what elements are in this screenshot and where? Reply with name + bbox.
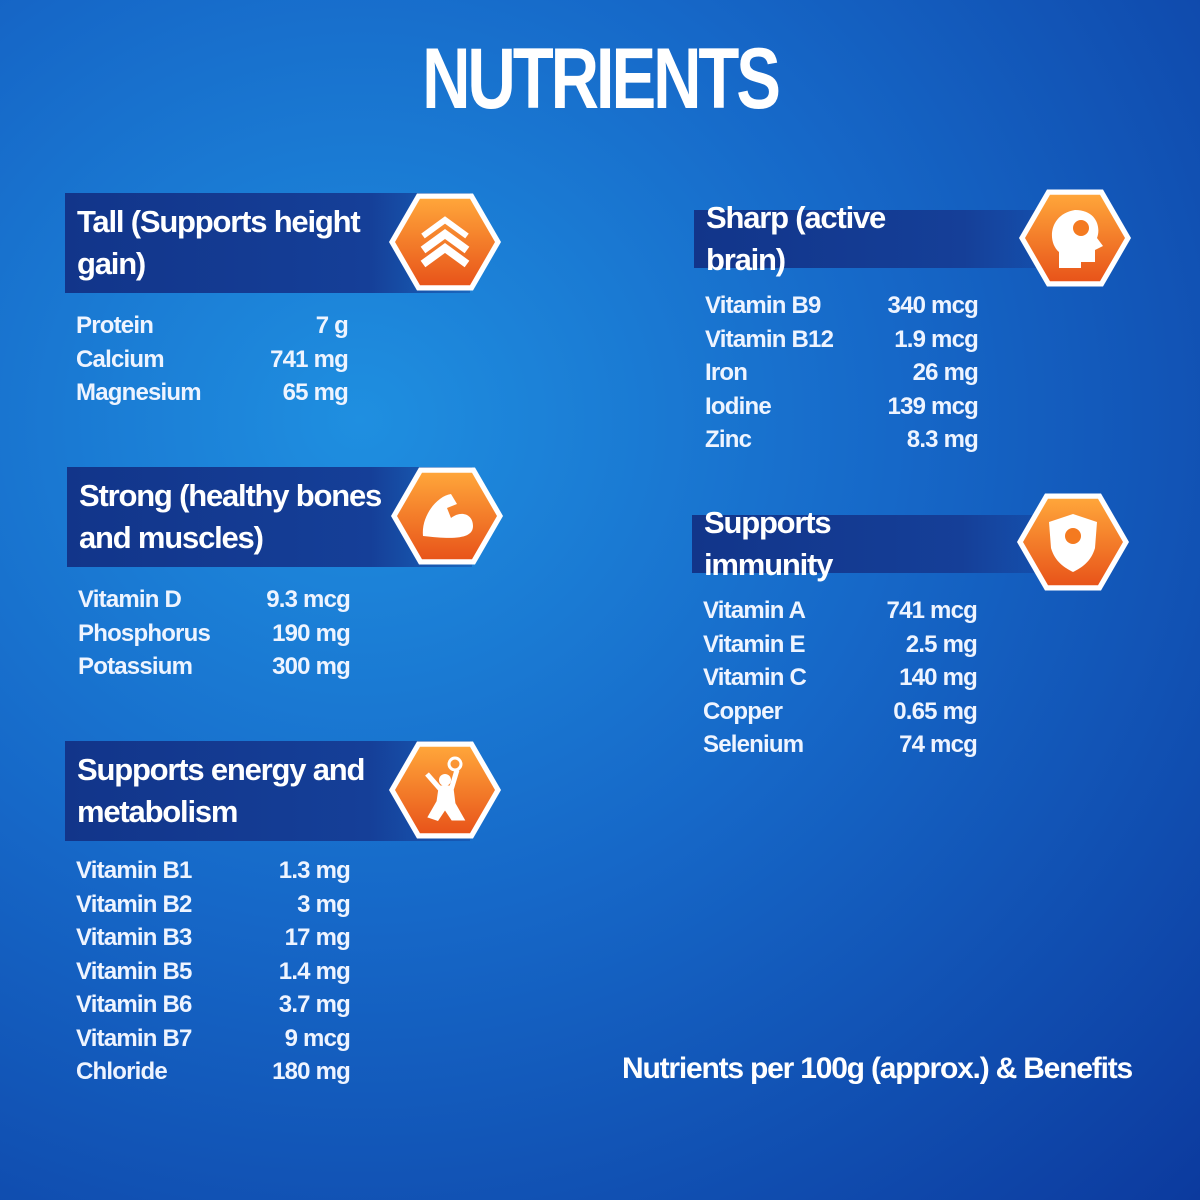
nutrient-row: Selenium 74 mcg bbox=[703, 731, 978, 759]
nutrient-name: Vitamin E bbox=[703, 630, 806, 658]
nutrient-name: Vitamin B3 bbox=[76, 924, 192, 951]
nutrient-row: Zinc 8.3 mg bbox=[705, 426, 979, 454]
hexagon-icon bbox=[1019, 189, 1131, 287]
nutrient-row: Vitamin B12 1.9 mcg bbox=[705, 325, 979, 354]
nutrient-row: Iodine 139 mcg bbox=[705, 392, 979, 421]
nutrient-name: Vitamin B9 bbox=[705, 292, 821, 319]
nutrient-name: Iron bbox=[705, 359, 748, 386]
nutrient-amount: 0.65 mg bbox=[893, 697, 978, 725]
nutrient-row: Vitamin D 9.3 mcg bbox=[78, 586, 351, 614]
nutrient-name: Iodine bbox=[705, 392, 772, 420]
nutrient-amount: 1.9 mcg bbox=[894, 325, 979, 353]
nutrient-row: Vitamin B2 3 mg bbox=[76, 890, 351, 919]
nutrient-name: Magnesium bbox=[76, 379, 202, 406]
nutrient-name: Vitamin D bbox=[78, 586, 182, 613]
nutrient-row: Magnesium 65 mg bbox=[76, 379, 349, 407]
nutrient-name: Phosphorus bbox=[78, 619, 211, 647]
nutrient-name: Chloride bbox=[76, 1058, 168, 1085]
nutrient-row: Vitamin B5 1.4 mg bbox=[76, 957, 351, 986]
section-heading: Sharp (active brain) bbox=[706, 200, 886, 277]
nutrient-amount: 2.5 mg bbox=[905, 630, 978, 658]
section-header: Sharp (active brain) bbox=[694, 200, 1054, 277]
nutrient-row: Copper 0.65 mg bbox=[703, 697, 978, 726]
section-heading: Strong (healthy bones and muscles) bbox=[79, 478, 382, 555]
nutrient-row: Vitamin B9 340 mcg bbox=[705, 292, 979, 320]
nutrient-name: Vitamin B12 bbox=[705, 325, 834, 353]
nutrient-row: Vitamin C 140 mg bbox=[703, 664, 978, 692]
nutrient-amount: 139 mcg bbox=[887, 392, 979, 420]
page-title: NUTRIENTS bbox=[422, 31, 781, 127]
nutrient-row: Vitamin B7 9 mcg bbox=[76, 1024, 351, 1053]
nutrient-name: Protein bbox=[76, 312, 154, 339]
section-header: Supports energy and metabolism bbox=[65, 741, 470, 841]
nutrient-amount: 3 mg bbox=[297, 890, 351, 918]
nutrient-name: Zinc bbox=[705, 426, 752, 453]
hexagon-icon bbox=[389, 741, 501, 839]
nutrient-row: Vitamin B6 3.7 mg bbox=[76, 991, 351, 1019]
nutrient-amount: 1.4 mg bbox=[278, 957, 351, 985]
nutrient-name: Vitamin B7 bbox=[76, 1024, 192, 1052]
nutrient-amount: 190 mg bbox=[272, 619, 351, 647]
nutrient-amount: 3.7 mg bbox=[278, 991, 351, 1018]
hexagon-icon bbox=[389, 193, 501, 291]
nutrient-amount: 300 mg bbox=[272, 653, 351, 680]
nutrient-name: Vitamin C bbox=[703, 664, 807, 691]
section-header: Strong (healthy bones and muscles) bbox=[67, 467, 472, 567]
nutrient-amount: 741 mcg bbox=[886, 597, 978, 624]
hexagon-icon bbox=[1017, 493, 1129, 591]
footer-note: Nutrients per 100g (approx.) & Benefits bbox=[622, 1052, 1133, 1085]
nutrient-row: Vitamin B3 17 mg bbox=[76, 924, 351, 952]
nutrient-row: Protein 7 g bbox=[76, 312, 349, 340]
nutrient-amount: 74 mcg bbox=[899, 731, 978, 758]
nutrient-row: Vitamin A 741 mcg bbox=[703, 597, 978, 625]
nutrient-name: Calcium bbox=[76, 345, 165, 373]
nutrient-row: Iron 26 mg bbox=[705, 359, 979, 387]
section-heading: Supports immunity bbox=[704, 505, 833, 582]
nutrient-row: Vitamin E 2.5 mg bbox=[703, 630, 978, 659]
nutrient-row: Phosphorus 190 mg bbox=[78, 619, 351, 648]
nutrient-name: Vitamin B5 bbox=[76, 957, 192, 985]
nutrient-amount: 180 mg bbox=[272, 1058, 351, 1085]
nutrient-row: Potassium 300 mg bbox=[78, 653, 351, 681]
nutrient-name: Copper bbox=[703, 697, 783, 725]
nutrient-amount: 7 g bbox=[315, 312, 349, 339]
nutrient-amount: 9.3 mcg bbox=[266, 586, 351, 613]
nutrient-name: Selenium bbox=[703, 731, 804, 758]
nutrient-amount: 26 mg bbox=[912, 359, 979, 386]
hexagon-icon bbox=[391, 467, 503, 565]
nutrient-amount: 340 mcg bbox=[887, 292, 979, 319]
nutrient-amount: 65 mg bbox=[282, 379, 349, 406]
nutrient-name: Vitamin B1 bbox=[76, 857, 192, 884]
nutrient-amount: 9 mcg bbox=[284, 1024, 351, 1052]
section-header: Supports immunity bbox=[692, 505, 1052, 582]
nutrient-amount: 17 mg bbox=[284, 924, 351, 951]
nutrient-amount: 1.3 mg bbox=[278, 857, 351, 884]
nutrient-name: Vitamin B6 bbox=[76, 991, 192, 1018]
section-heading: Supports energy and metabolism bbox=[77, 752, 365, 829]
nutrient-amount: 140 mg bbox=[899, 664, 978, 691]
nutrient-row: Calcium 741 mg bbox=[76, 345, 349, 374]
nutrient-name: Vitamin A bbox=[703, 597, 806, 624]
nutrient-row: Chloride 180 mg bbox=[76, 1058, 351, 1086]
nutrient-row: Vitamin B1 1.3 mg bbox=[76, 857, 351, 885]
nutrient-amount: 741 mg bbox=[270, 345, 349, 373]
section-heading: Tall (Supports height gain) bbox=[77, 204, 361, 281]
nutrient-name: Potassium bbox=[78, 653, 193, 680]
nutrient-name: Vitamin B2 bbox=[76, 890, 192, 918]
nutrient-amount: 8.3 mg bbox=[906, 426, 979, 453]
